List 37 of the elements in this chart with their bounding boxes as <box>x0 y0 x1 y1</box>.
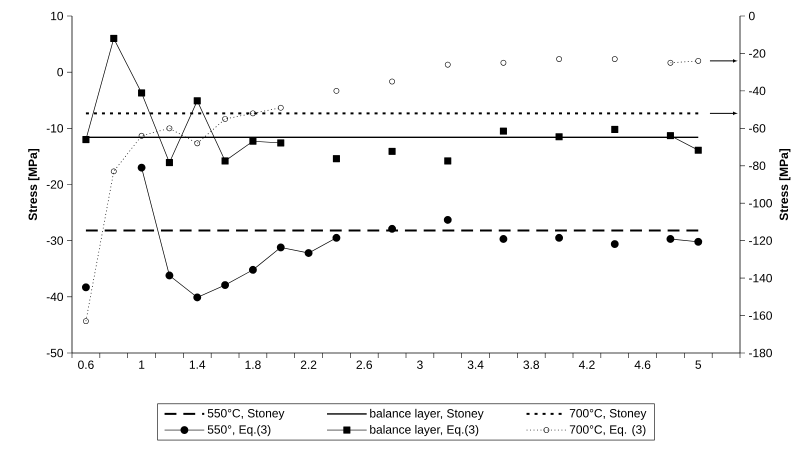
x-tick-label: 4.2 <box>578 360 595 369</box>
y2-tick-label: -160 <box>749 311 772 320</box>
y2-tick-label: -80 <box>749 162 766 170</box>
legend-label: 700°C, Eq. (3) <box>570 424 646 436</box>
x-tick-label: 2.6 <box>356 360 372 369</box>
y-axis-title: Stress [MPa] <box>28 148 40 220</box>
x-tick-label: 3.4 <box>468 360 484 369</box>
y2-tick-label: -120 <box>749 236 772 245</box>
y-tick-label: 0 <box>57 68 64 76</box>
y2-tick-label: -140 <box>749 274 772 282</box>
y2-axis-title: Stress [MPa] <box>779 148 790 220</box>
y-tick-label: 10 <box>51 12 64 20</box>
y-tick-label: -30 <box>46 236 64 245</box>
y2-tick-label: -40 <box>749 86 766 96</box>
y2-tick-label: -100 <box>749 198 772 208</box>
y2-tick-label: -180 <box>749 348 772 358</box>
x-tick-label: 1.4 <box>190 360 206 369</box>
legend-label: balance layer, Eq.(3) <box>370 424 478 436</box>
y2-tick-label: -20 <box>749 49 766 58</box>
legend-label: 700°C, Stoney <box>570 408 646 420</box>
x-tick-label: 2.2 <box>300 360 316 369</box>
x-tick-label: 1.8 <box>246 360 261 369</box>
x-tick-label: 5 <box>695 360 702 369</box>
y2-tick-label: 0 <box>748 12 755 20</box>
x-tick-label: 3.8 <box>523 360 540 369</box>
y2-tick-label: -60 <box>749 124 766 133</box>
y-tick-label: -20 <box>46 180 64 189</box>
legend-label: 550°C, Stoney <box>208 408 284 420</box>
y-tick-label: -10 <box>46 124 64 133</box>
x-tick-label: 1 <box>139 360 144 369</box>
x-tick-label: 3 <box>417 360 423 369</box>
y-tick-label: -50 <box>46 348 64 358</box>
x-tick-label: 4.6 <box>634 360 650 369</box>
y-tick-label: -40 <box>46 292 64 302</box>
x-tick-label: 0.6 <box>78 360 94 369</box>
legend-label: 550°, Eq.(3) <box>208 424 270 436</box>
legend-label: balance layer, Stoney <box>370 408 484 420</box>
